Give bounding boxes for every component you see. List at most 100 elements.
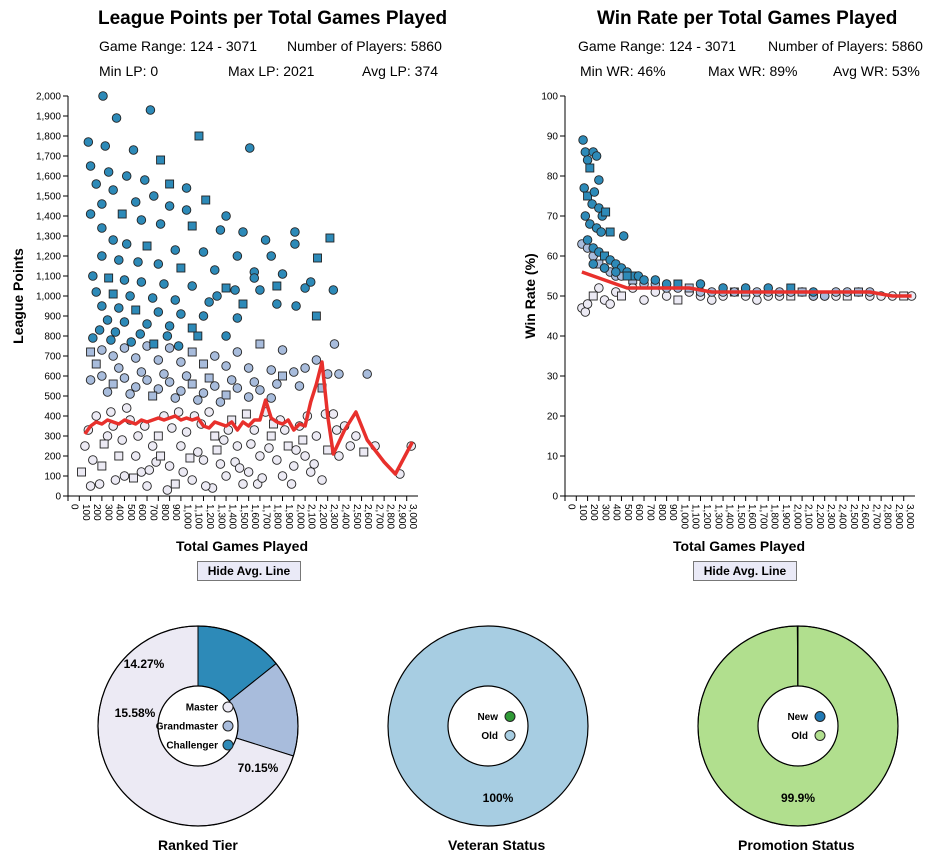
lp-point-challenger [260, 235, 271, 245]
wr-x-tick-label: 300 [599, 504, 610, 521]
wr-x-tick-label: 1,600 [746, 504, 757, 529]
lp-point-challenger [104, 273, 114, 283]
wr-point-challenger [589, 187, 600, 197]
lp-x-tick-label: 2,300 [328, 504, 339, 529]
lp-point-challenger [221, 211, 231, 221]
lp-point-challenger [121, 171, 132, 181]
wr-x-tick-label: 0 [566, 504, 577, 510]
lp-y-tick-label: 1,900 [36, 112, 61, 123]
lp-point-grandmaster [311, 355, 322, 365]
veteran-status-legend-label: New [477, 712, 498, 723]
lp-x-tick-label: 700 [148, 504, 159, 521]
promotion-status-inner-ring [757, 685, 839, 767]
lp-x-tick-label: 2,000 [294, 504, 305, 529]
lp-point-grandmaster [176, 357, 186, 367]
lp-point-grandmaster [153, 355, 164, 365]
wr-point-master [673, 295, 683, 305]
lp-point-challenger [176, 309, 186, 319]
wr-point-master [639, 295, 649, 305]
lp-y-axis-label: League Points [10, 248, 26, 344]
wr-x-tick-label: 700 [645, 504, 656, 521]
lp-hide-avg-line-button[interactable]: Hide Avg. Line [197, 561, 301, 581]
lp-point-master [215, 459, 226, 469]
lp-point-grandmaster [181, 371, 192, 381]
wr-point-master [594, 283, 604, 293]
lp-point-grandmaster [114, 363, 124, 373]
lp-point-challenger [119, 275, 130, 285]
lp-x-tick-label: 1,400 [227, 504, 238, 529]
lp-x-tick-label: 2,900 [396, 504, 407, 529]
wr-hide-avg-line-button[interactable]: Hide Avg. Line [693, 561, 797, 581]
wr-point-challenger [650, 275, 661, 285]
lp-point-master [277, 471, 288, 481]
lp-point-challenger [311, 311, 321, 321]
lp-point-master [212, 445, 222, 455]
lp-point-challenger [272, 299, 282, 309]
lp-point-challenger [83, 137, 94, 147]
promotion-status-title: Promotion Status [738, 837, 855, 853]
lp-point-challenger [194, 131, 204, 141]
lp-point-grandmaster [204, 373, 214, 383]
wr-point-challenger [695, 279, 706, 289]
lp-point-master [114, 451, 124, 461]
lp-point-challenger [164, 321, 175, 331]
lp-x-tick-label: 2,400 [339, 504, 350, 529]
wr-x-tick-label: 2,300 [825, 504, 836, 529]
lp-point-master [309, 459, 319, 469]
lp-y-tick-label: 500 [44, 392, 61, 403]
lp-point-master [200, 481, 211, 491]
wr-y-tick-label: 30 [547, 372, 559, 383]
lp-y-tick-label: 0 [55, 492, 61, 503]
wr-x-tick-label: 2,400 [836, 504, 847, 529]
wr-point-master [661, 291, 672, 301]
lp-point-challenger [98, 91, 108, 101]
wr-y-tick-label: 40 [547, 332, 559, 343]
wr-x-tick-label: 2,000 [791, 504, 802, 529]
lp-point-master [291, 445, 301, 455]
lp-point-challenger [111, 113, 122, 123]
lp-point-master [147, 441, 158, 451]
lp-point-challenger [121, 239, 132, 249]
lp-point-master [219, 435, 229, 445]
lp-point-grandmaster [170, 393, 181, 403]
lp-x-tick-label: 2,500 [351, 504, 362, 529]
lp-point-grandmaster [277, 345, 288, 355]
lp-point-challenger [232, 251, 243, 261]
lp-point-challenger [187, 221, 197, 231]
lp-y-tick-label: 1,400 [36, 212, 61, 223]
ranked-tier-legend-swatch [222, 739, 234, 751]
promotion-status-legend-label: Old [791, 731, 808, 742]
lp-point-grandmaster [226, 375, 237, 385]
wr-point-challenger [580, 211, 591, 221]
lp-point-grandmaster [278, 371, 287, 381]
lp-x-tick-label: 3,000 [407, 504, 418, 529]
wr-point-challenger [639, 275, 649, 285]
ranked-tier-label-challenger: 14.27% [124, 657, 165, 671]
lp-point-challenger [272, 281, 282, 291]
lp-point-grandmaster [187, 379, 197, 389]
wr-y-tick-label: 80 [547, 172, 559, 183]
lp-y-tick-label: 800 [44, 332, 61, 343]
lp-x-tick-label: 1,900 [283, 504, 294, 529]
lp-x-tick-label: 600 [136, 504, 147, 521]
lp-point-grandmaster [255, 385, 265, 395]
ranked-tier-label-grandmaster: 15.58% [115, 706, 156, 720]
wr-max: Max WR: 89% [708, 63, 798, 79]
lp-point-challenger [125, 291, 135, 301]
lp-x-axis-label: Total Games Played [176, 538, 308, 554]
lp-point-challenger [110, 327, 121, 337]
lp-point-master [130, 451, 141, 461]
veteran-status-legend-swatch [504, 711, 516, 722]
lp-y-tick-label: 1,600 [36, 172, 61, 183]
lp-avg-line [83, 360, 414, 476]
wr-x-tick-label: 1,300 [712, 504, 723, 529]
lp-point-master [283, 441, 293, 451]
wr-x-tick-label: 400 [611, 504, 622, 521]
wr-game-range: Game Range: 124 - 3071 [578, 38, 736, 54]
veteran-status-outer-ring [387, 625, 589, 827]
wr-x-tick-label: 200 [588, 504, 599, 521]
lp-point-grandmaster [97, 345, 107, 355]
lp-point-challenger [97, 301, 107, 311]
wr-x-tick-label: 800 [656, 504, 667, 521]
lp-point-grandmaster [294, 381, 305, 391]
